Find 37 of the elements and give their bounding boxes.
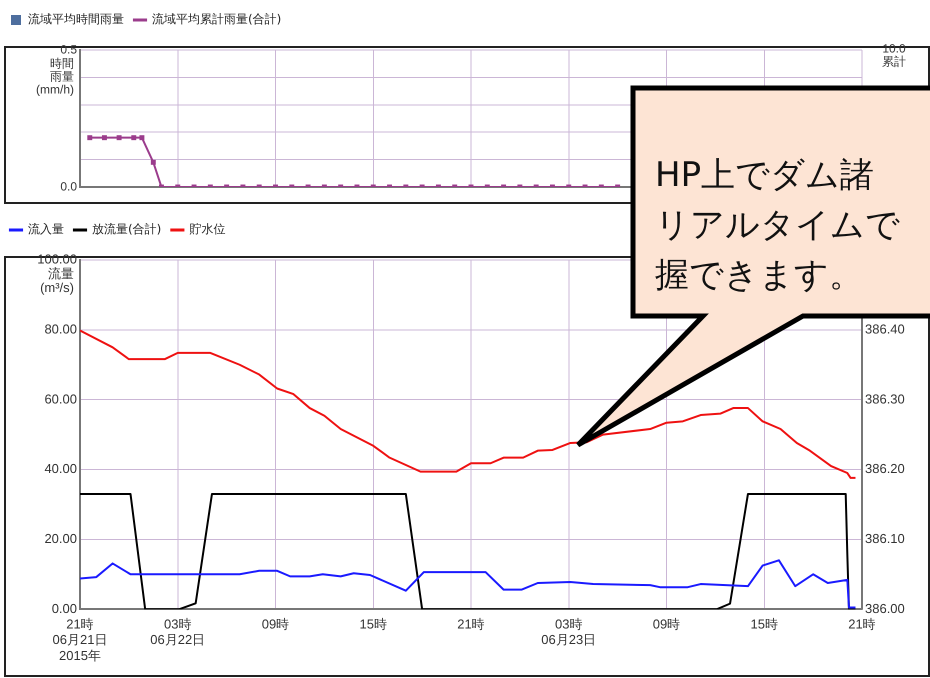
y-tick-label: 80.00: [44, 321, 77, 336]
y-tick-label: 20.00: [44, 530, 77, 546]
point: [139, 135, 144, 140]
text: 累計: [882, 54, 906, 68]
y2-tick-label: 386.00: [865, 600, 905, 616]
point: [116, 135, 122, 140]
annotation: HP上でダム諸: [655, 154, 874, 197]
x-tick-label: 03時 06月22日: [150, 616, 206, 648]
legend-label: 流域平均累計雨量(合計): [152, 12, 282, 26]
y-tick-label: 60.00: [44, 391, 77, 406]
x-tick-label: 15時: [750, 616, 778, 632]
legend-label: 流入量: [28, 222, 64, 236]
y-tick-label: 0.00: [52, 600, 77, 616]
legend-label: 流域平均時間雨量: [28, 12, 124, 26]
y-tick-label: 0.0: [60, 179, 78, 194]
x-tick-label: 21時 06月21日 2015年: [52, 616, 108, 663]
x-tick-label: 21時: [848, 616, 876, 632]
y-axis-title: 時間雨量(mm/h): [36, 56, 74, 96]
x-tick-label: 21時: [457, 616, 485, 632]
y2-tick-label: 386.40: [865, 321, 905, 336]
text: リアルタイムで: [655, 204, 900, 247]
legend-label: 貯水位: [189, 222, 226, 236]
legend-label: 放流量(合計): [92, 222, 162, 236]
point: [102, 135, 107, 140]
y2-tick-label: 386.10: [865, 530, 905, 546]
point: [87, 135, 92, 140]
point: [131, 135, 136, 140]
y-tick-label: 40.00: [44, 461, 77, 476]
point: [150, 160, 156, 165]
y2-tick-label: 386.30: [865, 391, 905, 406]
y-axis-title: 流量(m³/s): [40, 266, 74, 296]
x-tick-label: 03時 06月23日: [541, 616, 596, 648]
annotation: 握できます。: [655, 254, 863, 297]
x-tick-label: 15時: [360, 616, 387, 632]
x-tick-label: 09時: [652, 616, 680, 632]
x-tick-label: 09時: [262, 616, 290, 632]
y2-tick-label: 386.20: [865, 461, 905, 476]
